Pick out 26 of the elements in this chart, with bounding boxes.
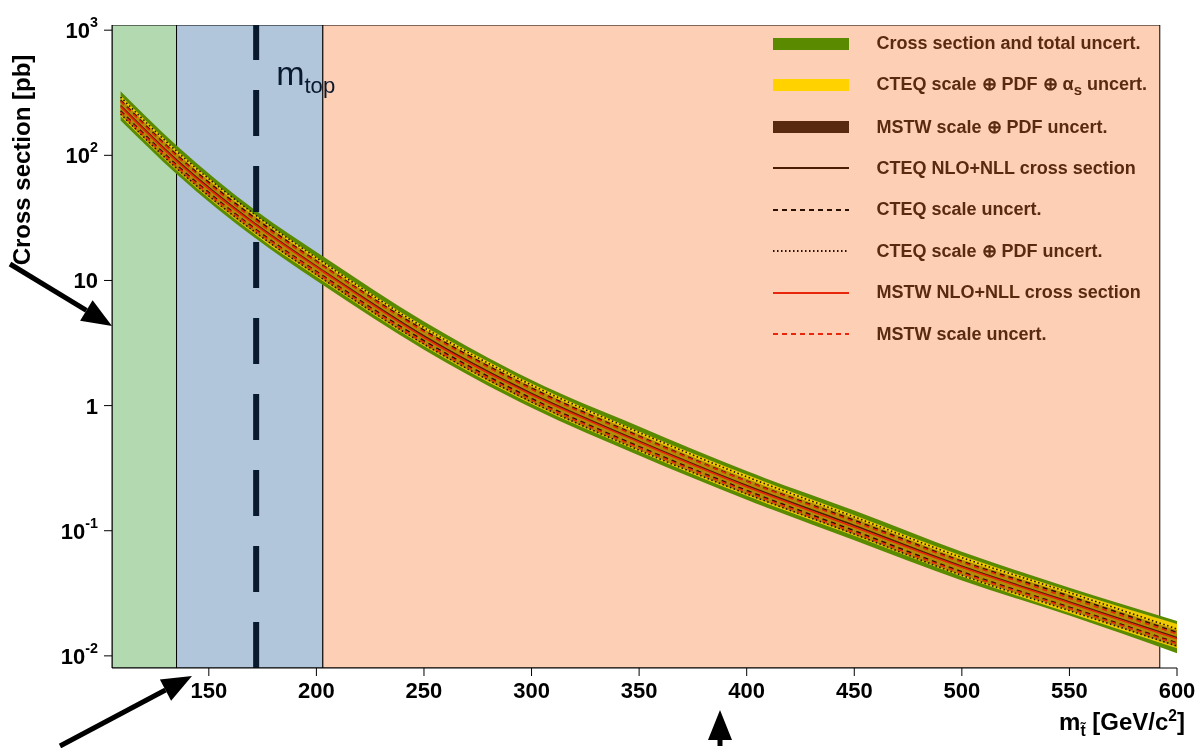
legend-label: CTEQ scale uncert.	[876, 199, 1042, 221]
x-tick-label: 450	[835, 678, 873, 703]
y-tick-label: 10$^{2}$	[65, 139, 99, 168]
y-axis-title: Cross section [pb]	[8, 54, 35, 266]
legend-label: MSTW NLO+NLL cross section	[876, 282, 1141, 304]
x-tick-label: 150	[190, 678, 228, 703]
y-tick-label: 1	[85, 393, 98, 419]
legend-label: MSTW scale uncert.	[876, 323, 1047, 345]
x-tick-label: 500	[943, 678, 981, 703]
x-tick-label: 250	[405, 678, 443, 703]
x-tick-label: 300	[513, 678, 550, 703]
x-tick-label: 350	[620, 678, 658, 703]
x-tick-label: 400	[728, 678, 766, 703]
y-tick-label: 10$^{-1}$	[60, 515, 99, 544]
x-tick-label: 600	[1158, 678, 1195, 703]
x-tick-label: 550	[1051, 678, 1088, 703]
legend-label: CTEQ scale ⊕ PDF ⊕ α$_{s}$ uncert.	[876, 72, 1147, 98]
y-tick-label: 10$^{-2}$	[60, 640, 99, 669]
y-tick-label: 10	[73, 267, 98, 293]
y-tick-label: 10$^{3}$	[65, 14, 99, 43]
x-axis-title: m$_{t̃}$ [GeV/c$^{2}$]	[1059, 707, 1185, 739]
legend-label: CTEQ scale ⊕ PDF uncert.	[876, 240, 1103, 263]
x-tick-label: 200	[298, 678, 335, 703]
legend-label: MSTW scale ⊕ PDF uncert.	[876, 115, 1108, 138]
legend-label: Cross section and total uncert.	[876, 33, 1141, 55]
legend-label: CTEQ NLO+NLL cross section	[876, 157, 1136, 179]
